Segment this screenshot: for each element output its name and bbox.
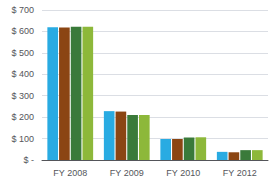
- svg-text:$ 600: $ 600: [11, 26, 34, 36]
- svg-text:$ 200: $ 200: [11, 112, 34, 122]
- svg-text:$ 400: $ 400: [11, 69, 34, 79]
- svg-text:$ 100: $ 100: [11, 134, 34, 144]
- svg-text:$ 700: $ 700: [11, 5, 34, 15]
- svg-text:FY 2010: FY 2010: [166, 168, 200, 178]
- svg-text:FY 2009: FY 2009: [110, 168, 144, 178]
- svg-text:$ 300: $ 300: [11, 91, 34, 101]
- svg-text:FY 2012: FY 2012: [223, 168, 257, 178]
- svg-text:FY 2008: FY 2008: [53, 168, 87, 178]
- svg-text:$ 500: $ 500: [11, 48, 34, 58]
- svg-text:$ -: $ -: [23, 155, 34, 165]
